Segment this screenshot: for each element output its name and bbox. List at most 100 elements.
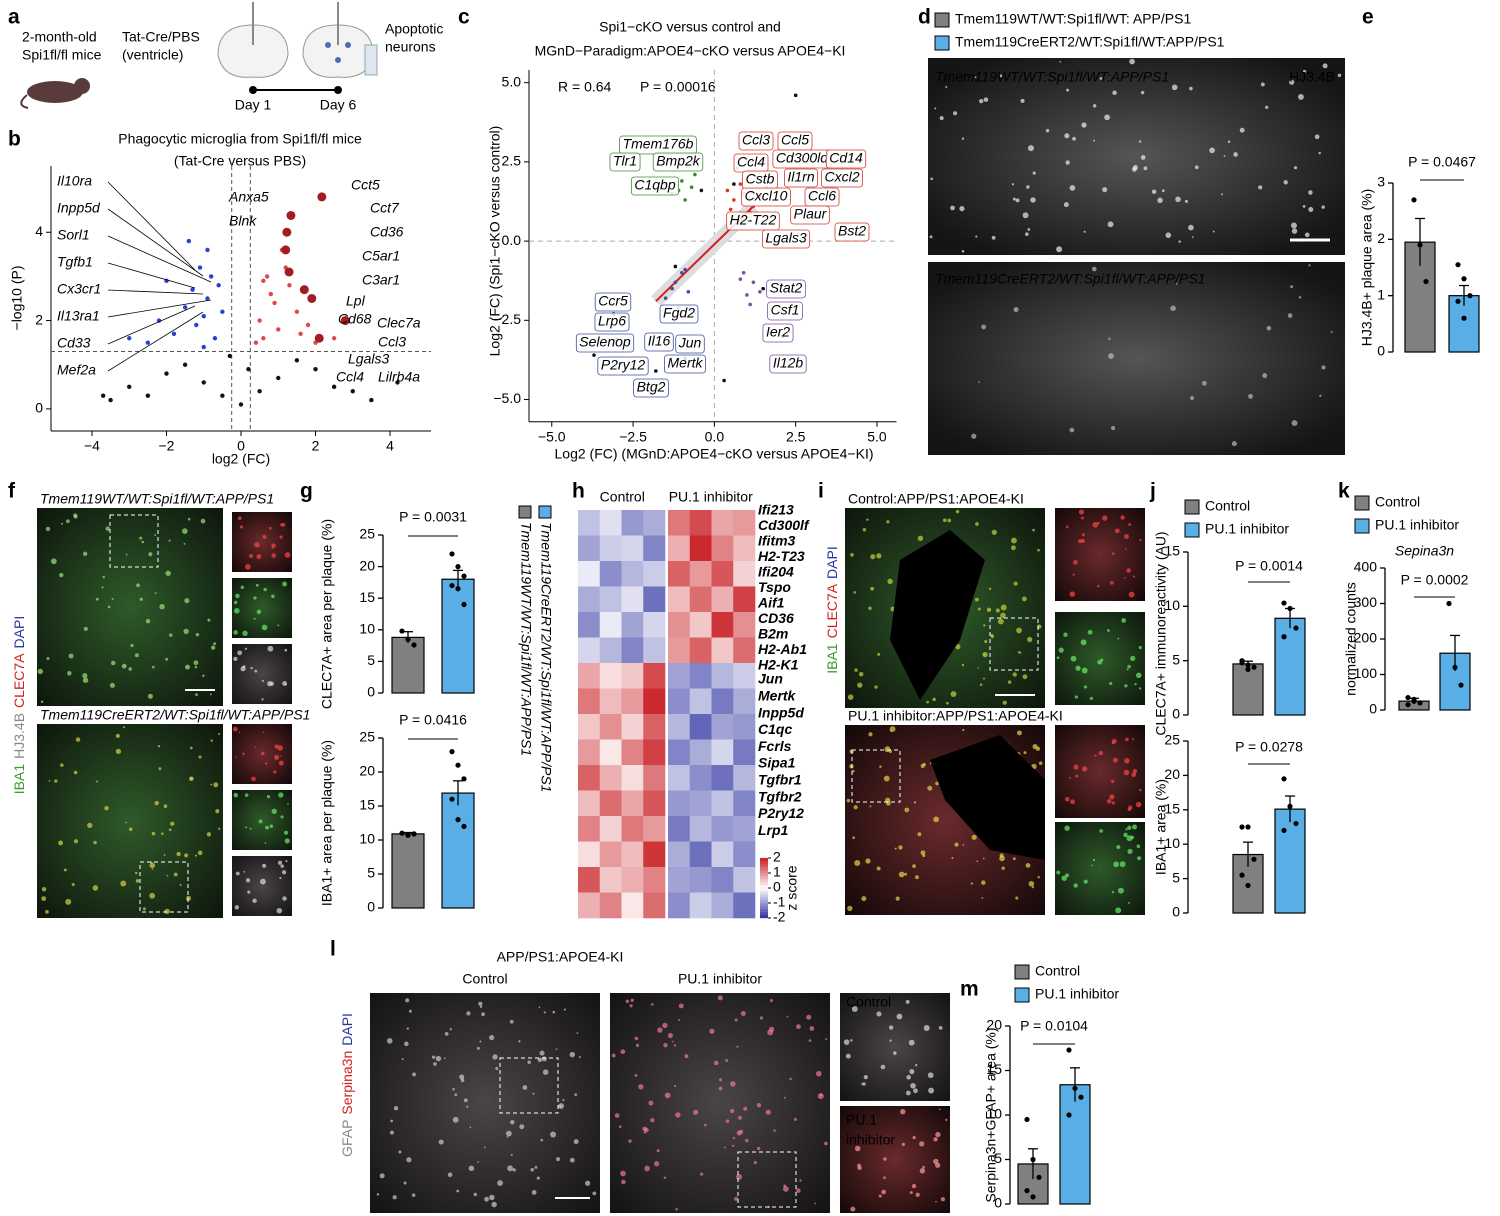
gene-label: Lilrb4a	[378, 369, 420, 385]
micrograph-detail	[663, 1042, 668, 1048]
point	[282, 227, 292, 237]
x-tick-label: 5.0	[867, 428, 887, 444]
micrograph-detail	[909, 1068, 915, 1075]
heatmap-cell	[599, 892, 622, 919]
gene-label: Il13ra1	[57, 308, 100, 324]
micrograph-detail	[111, 597, 114, 600]
heatmap-cell	[621, 892, 644, 919]
micrograph-detail	[249, 827, 252, 830]
gene-label: H2-K1	[758, 657, 799, 673]
micrograph-detail	[894, 847, 897, 850]
image-label: APP/PS1:APOE4-KI	[497, 949, 624, 965]
micrograph-detail	[1082, 766, 1088, 772]
heatmap-cell	[643, 765, 666, 791]
micrograph-detail	[1321, 205, 1325, 209]
micrograph-detail	[922, 1165, 925, 1169]
micrograph-detail	[620, 1170, 626, 1177]
micrograph-detail	[1131, 166, 1137, 172]
point	[748, 302, 752, 307]
y-tick-label: 20	[359, 763, 375, 779]
micrograph-detail	[977, 667, 980, 669]
gene-label: H2-Ab1	[758, 641, 807, 657]
point	[186, 238, 192, 244]
micrograph-detail	[278, 760, 284, 766]
data-point	[1405, 694, 1411, 701]
point	[220, 309, 225, 314]
micrograph-detail	[456, 1189, 460, 1193]
micrograph-detail	[262, 534, 267, 539]
micrograph-detail	[447, 1172, 453, 1178]
heatmap-cell	[733, 765, 756, 791]
micrograph-detail	[1112, 90, 1117, 95]
y-tick-label: 1	[1377, 286, 1385, 302]
micrograph-detail	[773, 1129, 776, 1132]
micrograph-detail	[284, 552, 291, 558]
y-tick-label: 2	[1377, 230, 1385, 246]
micrograph-detail	[738, 1115, 742, 1120]
micrograph-detail	[1064, 133, 1070, 139]
micrograph-detail	[796, 1188, 801, 1193]
chart-title: Spi1−cKO versus control and	[599, 19, 781, 35]
colorbar-tick-label: -2	[773, 909, 786, 925]
leader	[107, 262, 196, 289]
micrograph-detail	[1290, 285, 1294, 289]
y-tick-label: −5.0	[493, 390, 521, 406]
micrograph-detail	[261, 751, 265, 756]
point	[758, 289, 762, 294]
micrograph-detail	[540, 1138, 544, 1142]
micrograph-detail	[479, 1040, 482, 1043]
heatmap-cell	[621, 765, 644, 791]
micrograph-detail	[267, 681, 273, 687]
micrograph-detail	[1178, 240, 1181, 243]
micrograph-detail	[1201, 380, 1207, 386]
point	[264, 274, 270, 279]
micrograph-detail	[1017, 651, 1021, 654]
heatmap-cell	[599, 739, 622, 766]
data-point	[461, 823, 467, 830]
micrograph-detail	[510, 1120, 515, 1125]
heatmap-cell	[599, 535, 622, 562]
heatmap-cell	[578, 637, 601, 664]
point	[663, 296, 668, 300]
micrograph-detail	[1083, 685, 1088, 689]
gene-label: Cxcl10	[745, 188, 788, 204]
gene-label: Bmp2k	[656, 153, 701, 169]
micrograph-detail	[519, 1124, 525, 1130]
label-box	[738, 131, 774, 151]
micrograph-detail	[1127, 825, 1132, 830]
point	[281, 245, 291, 255]
legend-swatch	[934, 35, 950, 51]
heatmap-cell	[621, 739, 644, 766]
micrograph-detail	[251, 776, 256, 782]
point	[127, 336, 132, 341]
panel-letter: a	[8, 6, 20, 29]
heatmap-cell	[643, 663, 666, 689]
gene-label: Cd300lf	[758, 517, 810, 533]
x-tick-label: 0	[237, 438, 245, 454]
data-point	[1239, 824, 1245, 830]
micrograph	[610, 993, 830, 1213]
gene-label: Mertk	[668, 355, 704, 371]
micrograph-detail	[962, 844, 965, 846]
micrograph-detail	[734, 1196, 739, 1201]
y-axis-label: IBA1+ area (%)	[1153, 779, 1169, 875]
micrograph-detail	[900, 1108, 906, 1115]
micrograph-detail	[284, 648, 288, 652]
point	[683, 267, 687, 272]
micrograph-detail	[1189, 86, 1193, 91]
micrograph-detail	[783, 1184, 787, 1188]
micrograph-detail	[253, 596, 257, 600]
image-label: PU.1	[846, 1112, 877, 1128]
micrograph-detail	[1094, 754, 1097, 757]
heatmap-cell	[599, 612, 622, 638]
heatmap-cell	[578, 688, 601, 715]
point	[305, 322, 311, 328]
micrograph-detail	[532, 1092, 535, 1095]
micrograph-detail	[574, 1093, 578, 1097]
heatmap-cell	[599, 816, 622, 842]
micrograph-detail	[1322, 63, 1328, 69]
micrograph-detail	[585, 1180, 591, 1186]
point	[208, 274, 214, 279]
micrograph-detail	[73, 839, 79, 844]
legend-swatch	[934, 12, 950, 28]
